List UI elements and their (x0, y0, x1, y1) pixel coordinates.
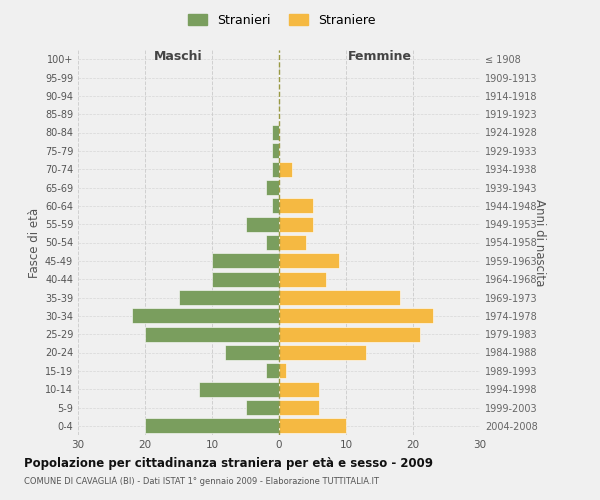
Legend: Stranieri, Straniere: Stranieri, Straniere (184, 8, 380, 32)
Bar (179, 290, 279, 305)
Bar (199, 382, 279, 396)
Bar (145, 326, 279, 342)
Bar (212, 254, 279, 268)
Bar (279, 254, 340, 268)
Bar (279, 418, 346, 434)
Bar (131, 308, 279, 324)
Bar (266, 235, 279, 250)
Bar (266, 180, 279, 195)
Text: Femmine: Femmine (347, 50, 412, 63)
Bar (272, 162, 279, 176)
Bar (279, 345, 366, 360)
Y-axis label: Anni di nascita: Anni di nascita (533, 199, 546, 286)
Text: Popolazione per cittadinanza straniera per età e sesso - 2009: Popolazione per cittadinanza straniera p… (24, 458, 433, 470)
Bar (272, 144, 279, 158)
Bar (279, 162, 292, 176)
Bar (279, 364, 286, 378)
Text: COMUNE DI CAVAGLIÀ (BI) - Dati ISTAT 1° gennaio 2009 - Elaborazione TUTTITALIA.: COMUNE DI CAVAGLIÀ (BI) - Dati ISTAT 1°… (24, 476, 379, 486)
Bar (145, 418, 279, 434)
Bar (279, 216, 313, 232)
Bar (272, 125, 279, 140)
Bar (279, 198, 313, 214)
Bar (279, 382, 319, 396)
Bar (279, 400, 319, 415)
Bar (279, 290, 400, 305)
Bar (279, 272, 326, 286)
Bar (279, 326, 420, 342)
Bar (245, 216, 279, 232)
Bar (272, 198, 279, 214)
Bar (279, 308, 433, 324)
Bar (245, 400, 279, 415)
Bar (266, 364, 279, 378)
Text: Maschi: Maschi (154, 50, 203, 63)
Bar (279, 235, 306, 250)
Bar (212, 272, 279, 286)
Y-axis label: Fasce di età: Fasce di età (28, 208, 41, 278)
Bar (226, 345, 279, 360)
